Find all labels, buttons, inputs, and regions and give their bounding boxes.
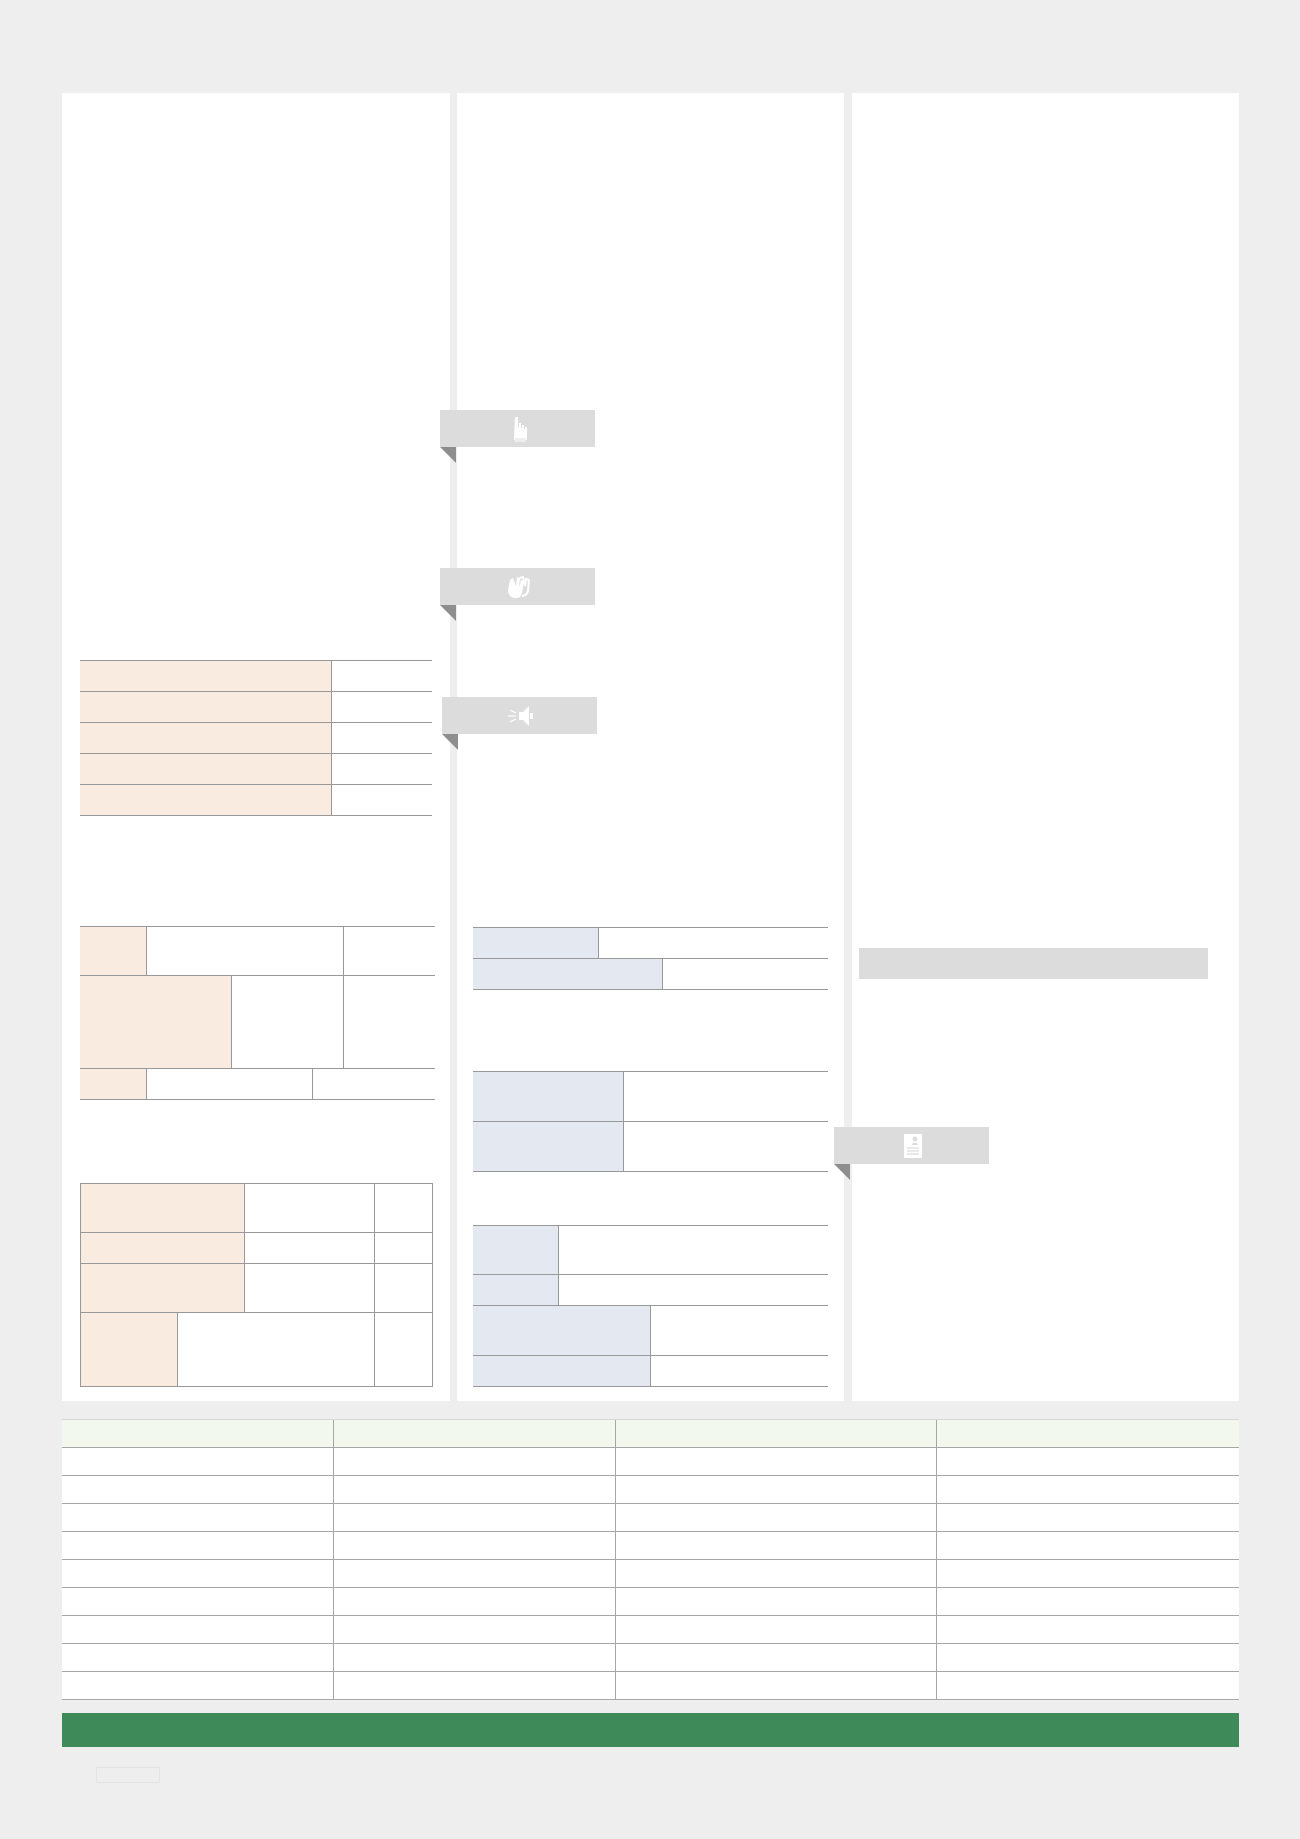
- right-column-panel: [852, 93, 1239, 1401]
- section-heading-bar: [859, 948, 1208, 979]
- table-row: [80, 753, 432, 785]
- table-row: [80, 1068, 436, 1100]
- left-table-2: [80, 926, 436, 1100]
- middle-table-2: [473, 1071, 828, 1172]
- section-tag-2: [440, 568, 595, 621]
- table-header-row: [62, 1419, 1239, 1448]
- table-row: [473, 1225, 828, 1275]
- tag-fold: [442, 734, 458, 750]
- tag-fold: [440, 605, 456, 621]
- pointing-hand-icon: [514, 417, 527, 442]
- document-icon: [904, 1134, 922, 1158]
- table-row: [62, 1531, 1239, 1560]
- table-row: [62, 1503, 1239, 1532]
- table-row: [80, 1232, 433, 1264]
- table-row: [473, 1071, 828, 1122]
- tag-fold: [834, 1164, 850, 1180]
- footer-logo-placeholder: [96, 1767, 160, 1783]
- middle-table-3: [473, 1225, 828, 1387]
- table-row: [80, 660, 432, 692]
- table-row: [473, 1121, 828, 1172]
- table-row: [62, 1671, 1239, 1700]
- table-row: [62, 1447, 1239, 1476]
- tag-fold: [440, 447, 456, 463]
- speaker-icon: [508, 706, 533, 726]
- table-row: [80, 691, 432, 723]
- table-row: [473, 1355, 828, 1387]
- section-tag-4: [834, 1127, 989, 1180]
- table-row: [473, 1305, 828, 1356]
- middle-table-1: [473, 927, 828, 990]
- table-row: [80, 722, 432, 754]
- left-table-1: [80, 660, 432, 816]
- table-row: [80, 1183, 433, 1233]
- section-tag-3: [442, 697, 597, 750]
- table-row: [62, 1559, 1239, 1588]
- table-row: [80, 1312, 433, 1387]
- table-row: [80, 926, 436, 976]
- table-row: [80, 1263, 433, 1313]
- left-table-3: [80, 1183, 433, 1387]
- footer-bar: [62, 1713, 1239, 1747]
- table-row: [62, 1615, 1239, 1644]
- table-row: [62, 1643, 1239, 1672]
- table-row: [62, 1475, 1239, 1504]
- bottom-table: [62, 1419, 1239, 1700]
- table-row: [80, 975, 436, 1069]
- clapping-hands-icon: [508, 575, 531, 599]
- table-row: [473, 927, 828, 959]
- table-row: [80, 784, 432, 816]
- middle-column-panel: [457, 93, 844, 1401]
- table-row: [473, 1274, 828, 1306]
- section-tag-1: [440, 410, 595, 463]
- table-row: [473, 958, 828, 990]
- table-row: [62, 1587, 1239, 1616]
